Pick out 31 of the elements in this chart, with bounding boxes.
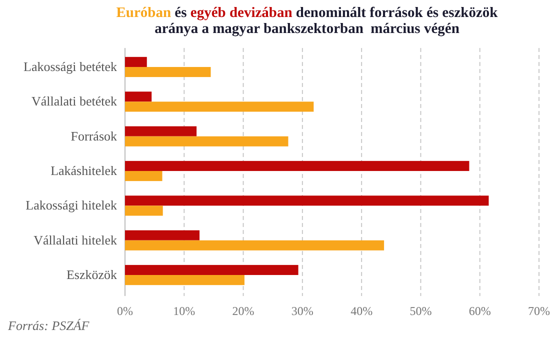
bar (125, 160, 470, 171)
chart-title: Euróban és egyéb devizában denominált források és eszközök aránya a magyar bankszektorban március végén (116, 5, 498, 37)
x-tick-label: 0% (117, 304, 133, 318)
bar (125, 102, 314, 112)
bar (125, 240, 384, 250)
x-tick-label: 50% (410, 304, 432, 318)
bar (125, 264, 298, 276)
bar (125, 136, 288, 146)
y-tick-label: Vállalati betétek (31, 94, 118, 109)
y-tick-label: Eszközök (66, 267, 118, 282)
bar (125, 171, 162, 182)
x-tick-label: 70% (528, 304, 550, 318)
bar (125, 275, 244, 286)
y-tick-label: Lakossági hitelek (26, 198, 118, 213)
bar (125, 196, 489, 206)
bar (125, 206, 163, 216)
y-tick-label: Források (70, 128, 118, 144)
y-tick-label: Lakáshitelek (50, 163, 118, 178)
bar (125, 56, 147, 67)
bar (125, 230, 200, 240)
x-tick-label: 40% (350, 304, 373, 318)
bar (125, 92, 152, 102)
x-tick-label: 30% (291, 304, 314, 318)
y-tick-label: Lakossági betétek (24, 58, 118, 74)
y-tick-label: Vállalati hitelek (34, 232, 118, 248)
text: Forrás: PSZÁF (7, 318, 90, 333)
bar (125, 126, 197, 136)
x-tick-label: 60% (468, 304, 491, 318)
bar (125, 66, 211, 78)
x-tick-label: 10% (173, 304, 196, 318)
x-tick-label: 20% (232, 304, 254, 318)
